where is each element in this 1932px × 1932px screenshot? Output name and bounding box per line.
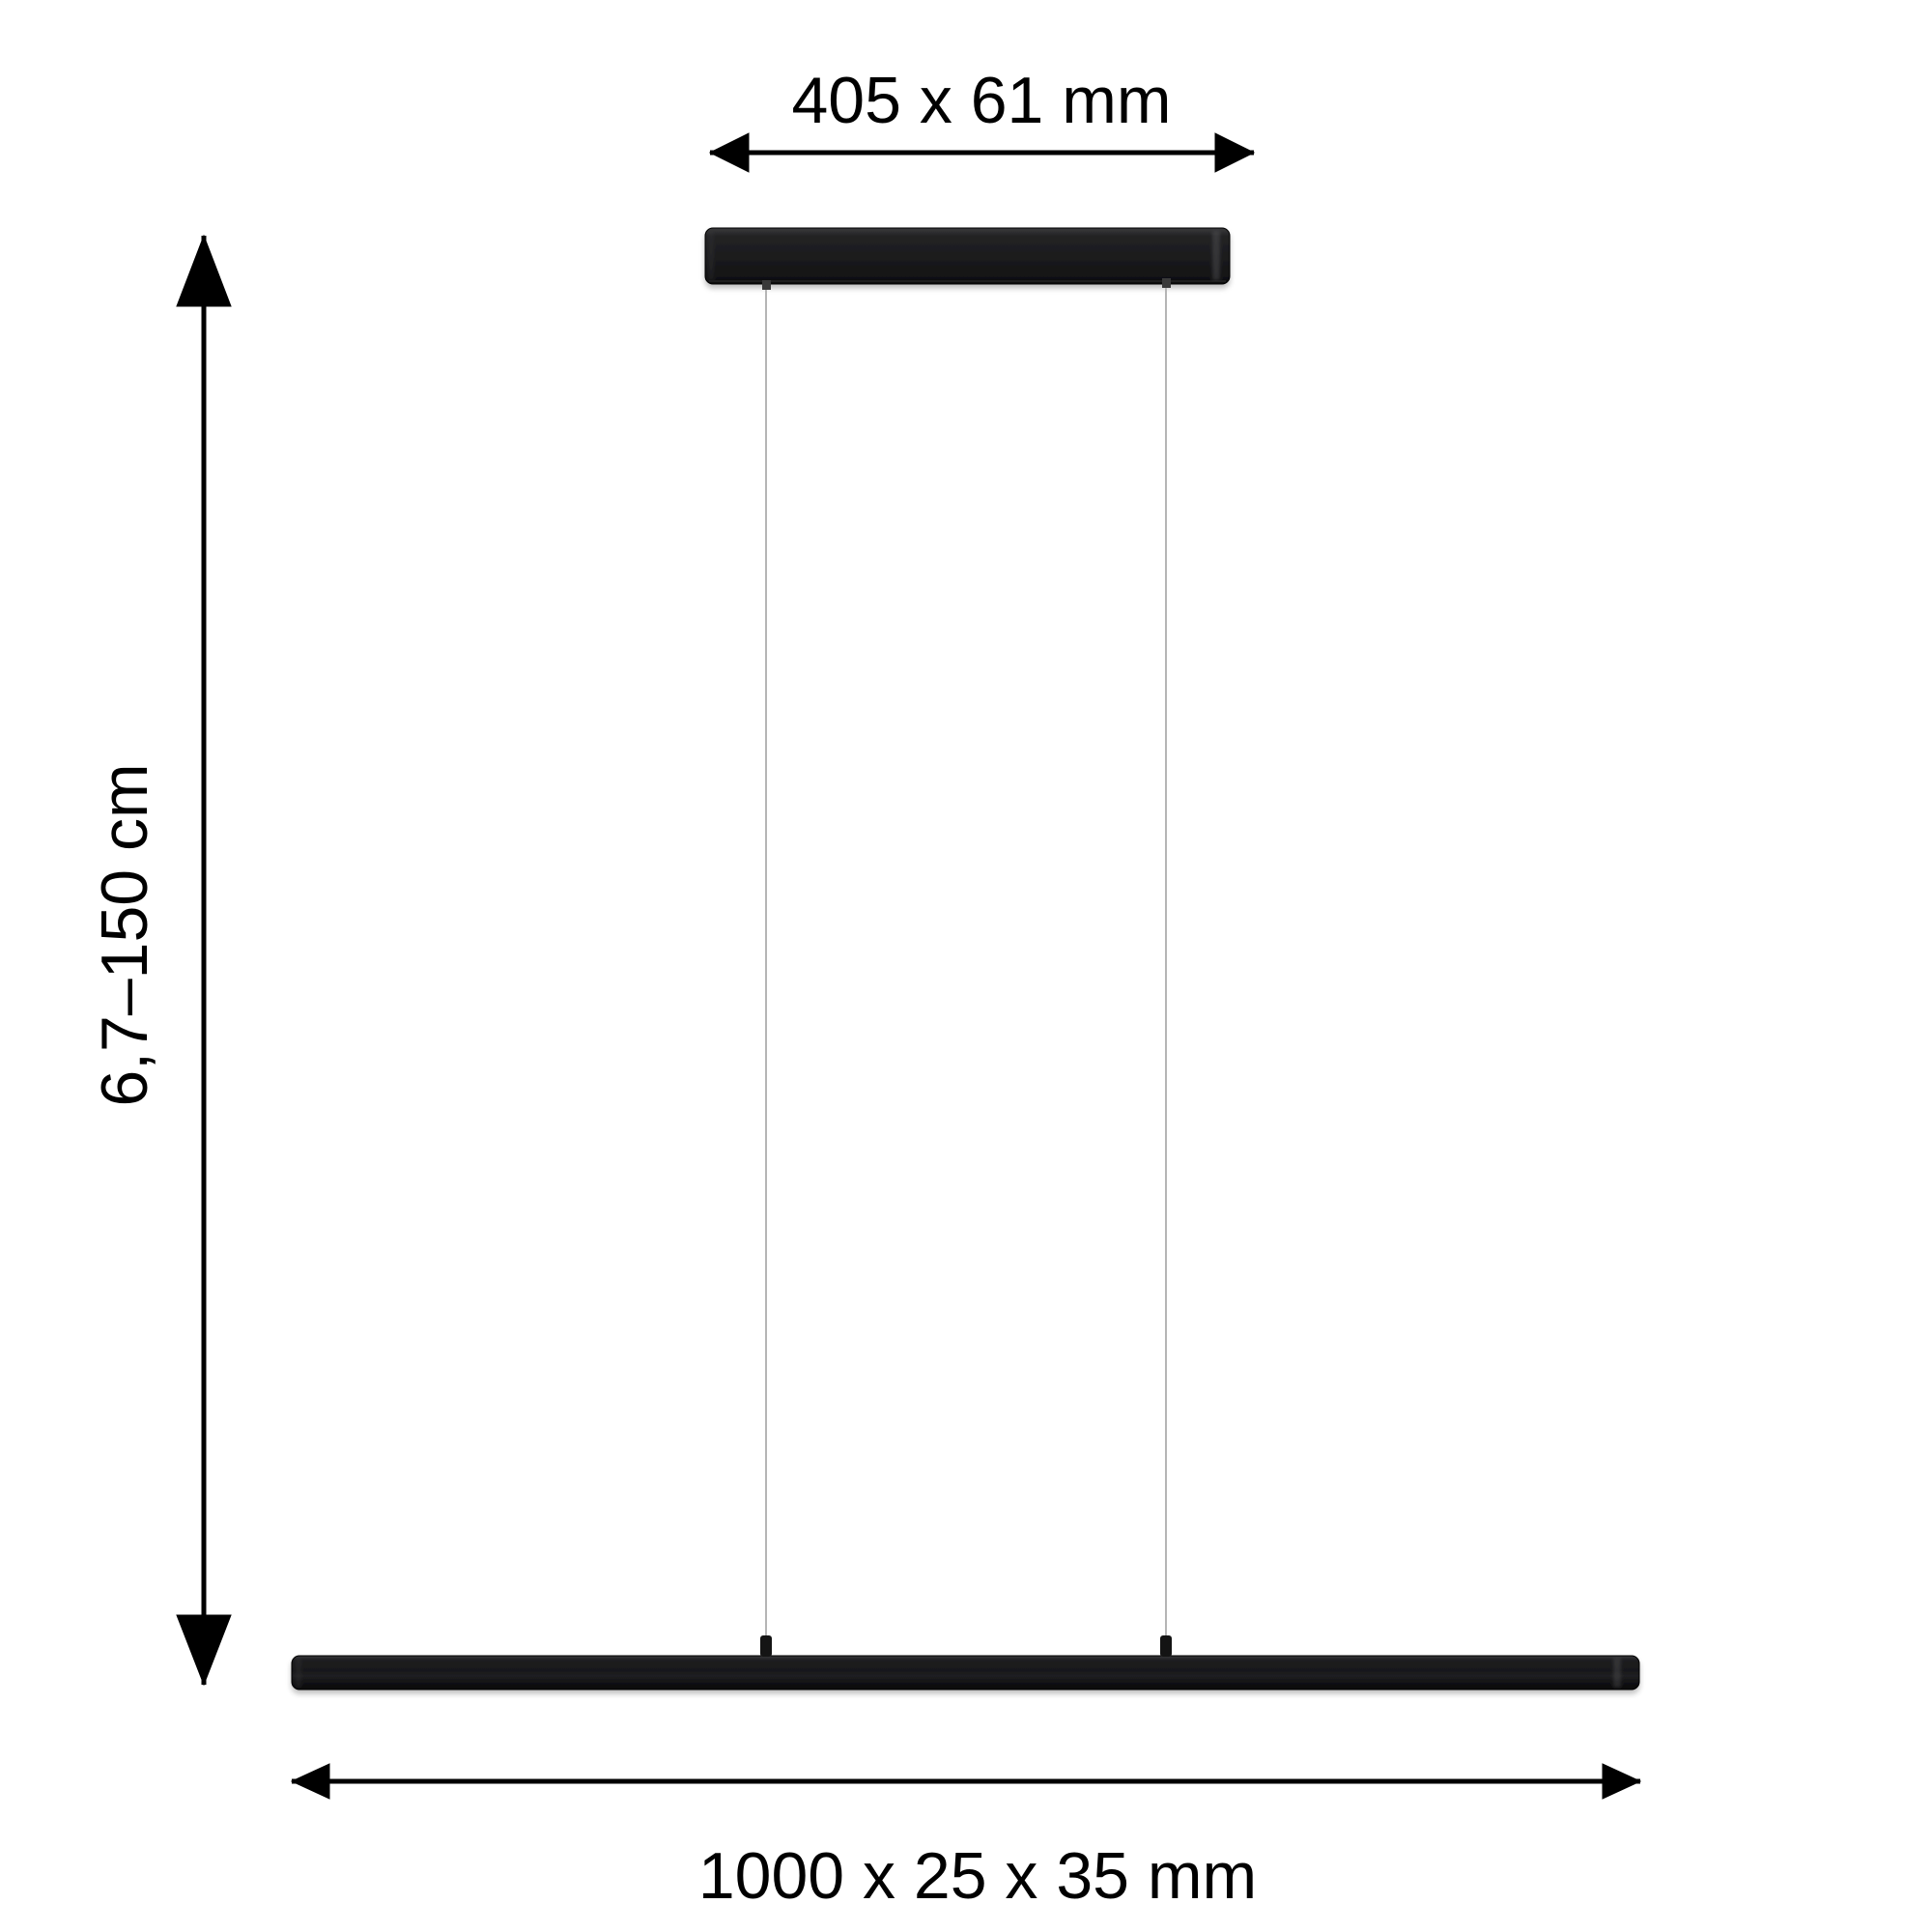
- svg-text:1000 x 25 x 35 mm: 1000 x 25 x 35 mm: [698, 1839, 1257, 1913]
- svg-text:6,7–150 cm: 6,7–150 cm: [88, 763, 161, 1106]
- svg-text:405 x 61 mm: 405 x 61 mm: [791, 64, 1171, 137]
